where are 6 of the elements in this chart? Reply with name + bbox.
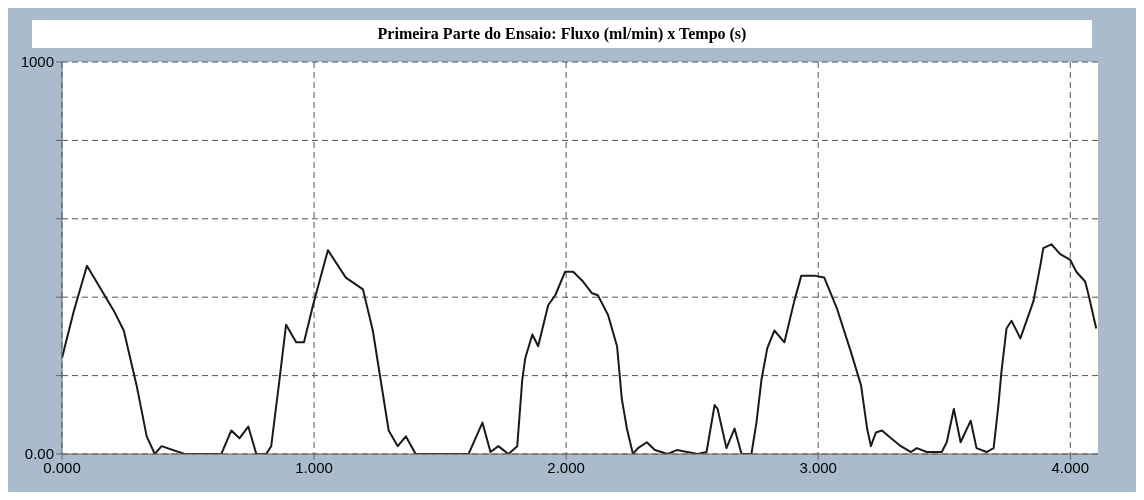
x-tick-label: 1.000 — [295, 458, 333, 476]
x-tick-label: 3.000 — [799, 458, 837, 476]
y-tick-label: 1000 — [20, 53, 54, 71]
chart-title: Primeira Parte do Ensaio: Fluxo (ml/min) x Tempo (s) — [32, 20, 1092, 48]
x-tick-label: 4.000 — [1051, 458, 1090, 476]
x-tick-label: 2.000 — [547, 458, 585, 476]
